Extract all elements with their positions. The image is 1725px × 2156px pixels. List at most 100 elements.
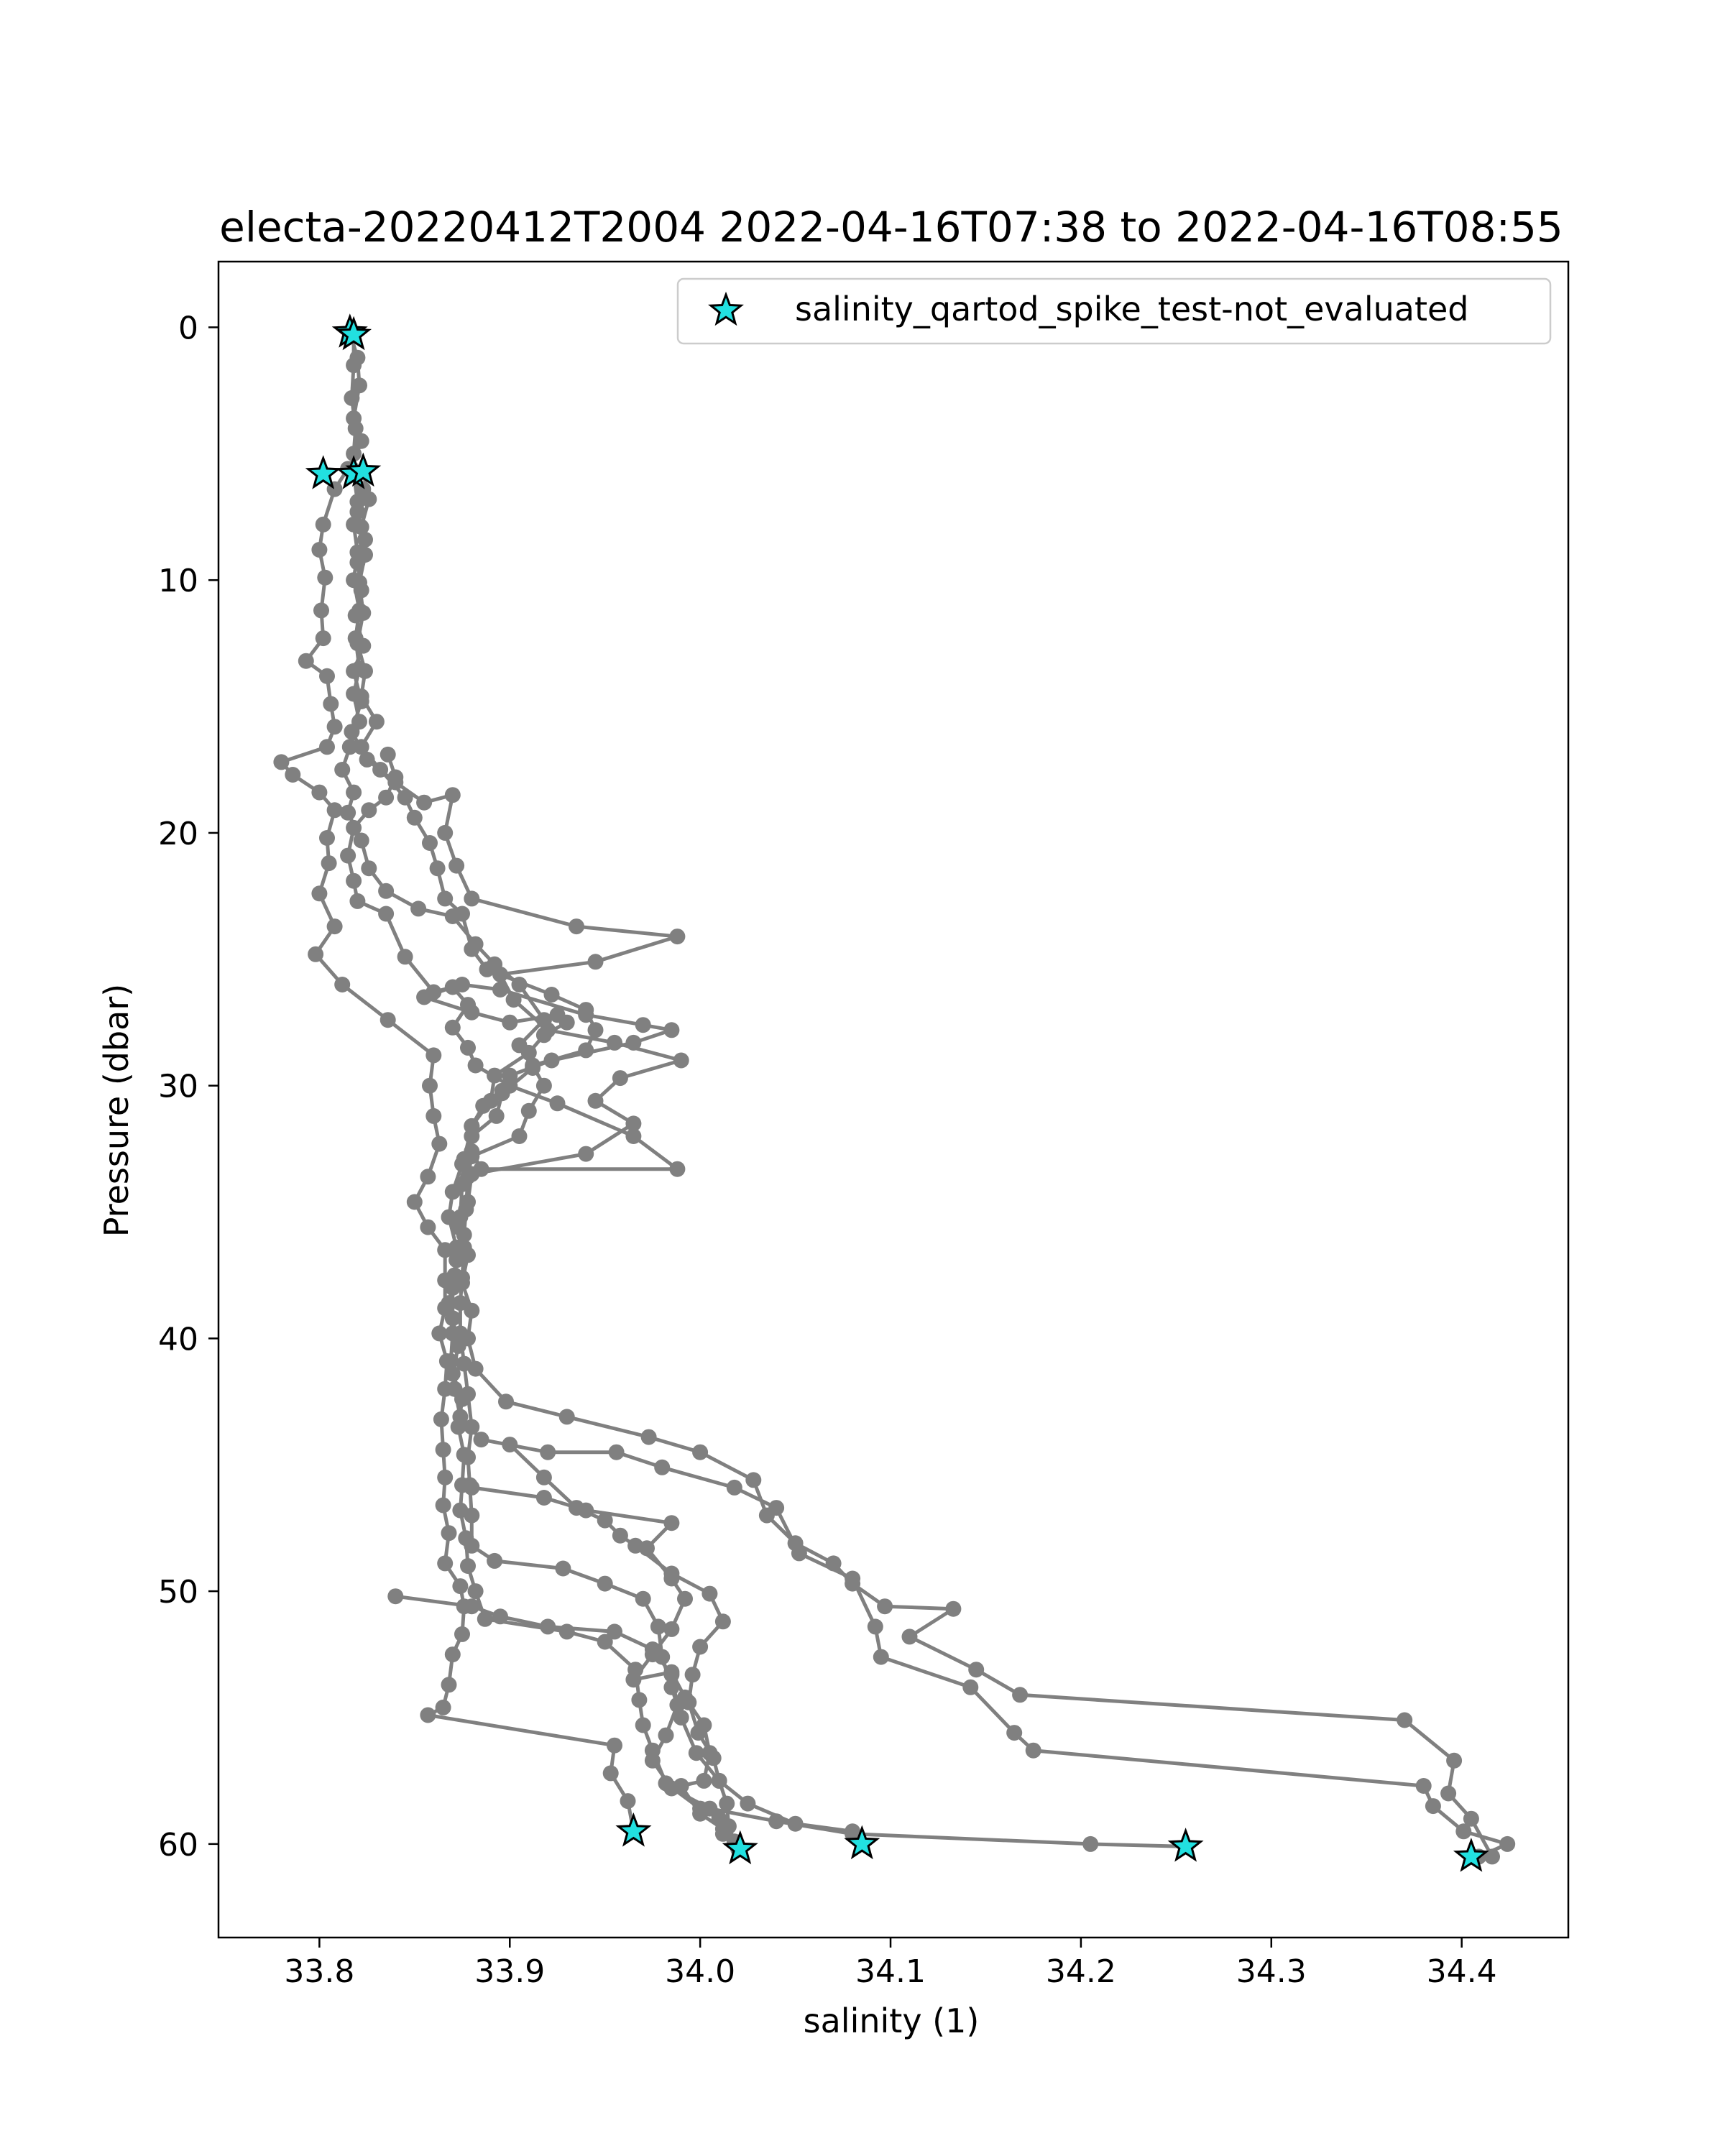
profile-point (456, 1151, 472, 1167)
profile-point (422, 1077, 438, 1094)
profile-point (867, 1618, 883, 1635)
profile-point (319, 739, 335, 755)
profile-point (631, 1692, 648, 1708)
profile-point (460, 1386, 476, 1402)
profile-point (326, 719, 343, 735)
profile-point (431, 1135, 448, 1152)
profile-point (696, 1772, 712, 1789)
profile-point (464, 1302, 480, 1319)
profile-point (340, 804, 356, 821)
y-axis: 0 10 20 30 40 50 60 (158, 310, 218, 1864)
profile-point (1025, 1742, 1041, 1759)
profile-point (406, 1194, 423, 1210)
profile-point (901, 1628, 918, 1645)
profile-point (311, 542, 328, 558)
profile-point (487, 1067, 503, 1084)
profile-point (962, 1679, 979, 1695)
profile-point (673, 1778, 689, 1794)
profile-point (569, 918, 584, 935)
profile-point (378, 906, 395, 922)
profile-line (471, 1485, 740, 1848)
profile-point (768, 1813, 785, 1830)
profile-point (1499, 1835, 1516, 1852)
profile-point (464, 1507, 480, 1524)
profile-point (663, 1621, 680, 1637)
profile-point (677, 1689, 693, 1705)
profile-point (587, 1022, 604, 1038)
profile-point (387, 769, 404, 786)
flagged-star-marker (345, 452, 382, 487)
profile-point (444, 1019, 461, 1036)
x-axis-label: salinity (1) (804, 2001, 980, 2040)
x-tick-label: 34.1 (855, 1953, 926, 1990)
profile-point (1440, 1785, 1457, 1802)
profile-point (745, 1472, 762, 1488)
profile-point (308, 946, 324, 962)
profile-point (535, 1469, 552, 1485)
profile-point (341, 739, 358, 755)
profile-point (452, 1578, 469, 1595)
profile-point (612, 1070, 628, 1087)
profile-point (711, 1772, 727, 1789)
profile-point (578, 1502, 594, 1519)
profile-point (437, 1555, 454, 1572)
profile-point (380, 1012, 396, 1028)
profile-point (452, 1295, 469, 1312)
profile-point (658, 1727, 674, 1743)
profile-point (435, 1699, 451, 1715)
profile-point (644, 1752, 661, 1769)
profile-point (692, 1444, 709, 1460)
profile-point (535, 1027, 552, 1044)
profile-point (456, 1239, 472, 1256)
profile-point (702, 1745, 718, 1761)
profile-point (319, 830, 335, 846)
legend-label: salinity_qartod_spike_test-not_evaluated (795, 290, 1468, 328)
profile-point (479, 961, 495, 977)
profile-point (387, 1588, 404, 1605)
y-axis-label: Pressure (dbar) (97, 984, 136, 1237)
profile-point (353, 433, 369, 449)
profile-point (319, 668, 335, 684)
profile-point (438, 1353, 455, 1369)
profile-point (669, 929, 686, 945)
profile-point (315, 630, 331, 647)
profile-point (625, 1128, 642, 1144)
profile-point (714, 1613, 731, 1630)
profile-point (607, 1737, 622, 1754)
flagged-star-marker (336, 315, 372, 351)
profile-point (1463, 1810, 1479, 1827)
profile-point (351, 714, 367, 730)
profile-point (1446, 1752, 1463, 1769)
profile-point (597, 1512, 613, 1529)
profile-point (435, 1442, 451, 1458)
profile-point (578, 1146, 594, 1162)
profile-point (429, 860, 446, 877)
profile-line (395, 1594, 1186, 1848)
profile-point (635, 1017, 651, 1033)
profile-point (543, 1052, 560, 1069)
profile-point (558, 1014, 575, 1031)
profile-point (420, 1707, 436, 1723)
x-tick-label: 34.4 (1427, 1953, 1497, 1990)
profile-point (326, 802, 343, 819)
profile-point (444, 1365, 461, 1382)
profile-point (1455, 1823, 1472, 1840)
profile-point (540, 1444, 556, 1460)
profile-point (344, 390, 360, 406)
profile-point (608, 1444, 625, 1460)
profile-series-6 (387, 1588, 1194, 1855)
legend: salinity_qartod_spike_test-not_evaluated (676, 277, 1552, 345)
profile-point (663, 1570, 680, 1587)
y-tick-label: 60 (158, 1827, 198, 1864)
profile-point (644, 1646, 661, 1663)
profile-point (353, 688, 369, 704)
flagged-star-marker (1453, 1838, 1489, 1872)
profile-point (677, 1590, 693, 1607)
flagged-star-marker (844, 1825, 880, 1860)
profile-point (372, 762, 389, 778)
profile-point (464, 1004, 480, 1021)
profile-point (464, 1118, 480, 1134)
profile-point (422, 835, 438, 851)
profile-point (873, 1649, 889, 1665)
profile-point (311, 784, 328, 801)
